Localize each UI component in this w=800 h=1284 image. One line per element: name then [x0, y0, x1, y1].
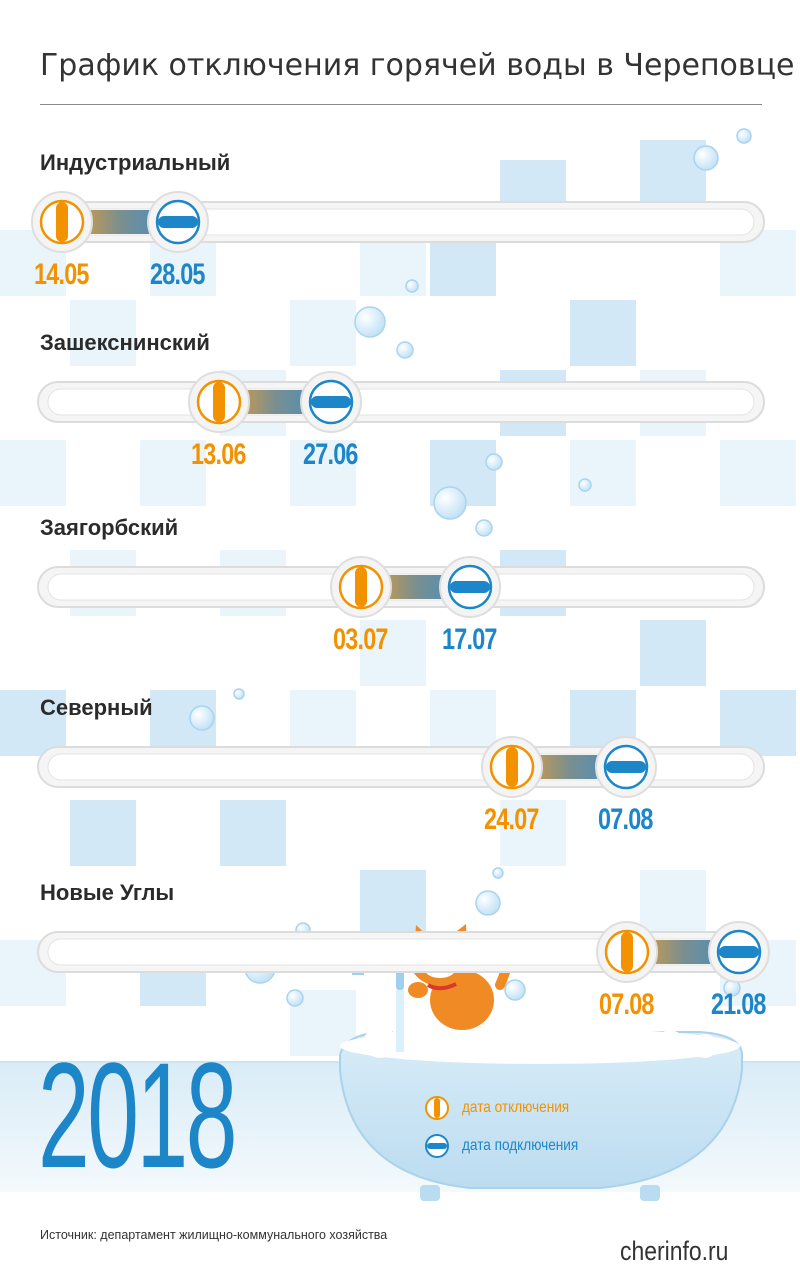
restore-date: 27.06: [303, 438, 358, 471]
valve-off-icon: [188, 371, 250, 433]
valve-on-icon: [147, 191, 209, 253]
valve-off-icon: [596, 921, 658, 983]
district-name: Северный: [40, 695, 153, 720]
district-name: Новые Углы: [40, 880, 175, 905]
bubble-icon: [433, 486, 467, 520]
year-label: 2018: [38, 1031, 237, 1199]
bubble-icon: [405, 279, 419, 293]
valve-off-icon: [330, 556, 392, 618]
bubble-icon: [504, 979, 526, 1001]
timeline-track: [37, 371, 765, 433]
shutoff-date: 13.06: [191, 438, 246, 471]
bubble-icon: [189, 705, 215, 731]
title-divider: [40, 104, 762, 105]
valve-off-icon: [31, 191, 93, 253]
valve-on-icon: [300, 371, 362, 433]
shutoff-date: 24.07: [484, 803, 539, 836]
valve-off-icon: [481, 736, 543, 798]
timeline-track: [31, 191, 765, 253]
district-name: Заягорбский: [40, 515, 179, 540]
legend-on-label: дата подключения: [462, 1137, 579, 1154]
restore-date: 28.05: [150, 258, 205, 291]
valve-on-icon: [708, 921, 770, 983]
bubble-icon: [492, 867, 504, 879]
valve-off-icon: [425, 1096, 449, 1120]
restore-date: 21.08: [711, 988, 766, 1021]
valve-on-icon: [595, 736, 657, 798]
bubble-icon: [693, 145, 719, 171]
page-title: График отключения горячей воды в Черепов…: [40, 48, 795, 83]
source-note: Источник: департамент жилищно-коммунальн…: [40, 1228, 388, 1242]
legend-off-item: [424, 1095, 450, 1125]
timeline-track: [37, 736, 765, 798]
site-credit: cherinfo.ru: [620, 1236, 729, 1266]
bubble-icon: [736, 128, 752, 144]
legend-off-label: дата отключения: [462, 1099, 570, 1116]
bubble-icon: [578, 478, 592, 492]
shutoff-date: 14.05: [34, 258, 89, 291]
district-name: Индустриальный: [40, 150, 231, 175]
bubble-icon: [354, 306, 386, 338]
restore-date: 07.08: [598, 803, 653, 836]
bubble-icon: [485, 453, 503, 471]
valve-on-icon: [439, 556, 501, 618]
timeline-track: [37, 921, 770, 983]
bubble-icon: [475, 519, 493, 537]
timeline-track: [37, 556, 765, 618]
bubble-icon: [475, 890, 501, 916]
valve-on-icon: [425, 1134, 449, 1158]
shutoff-date: 03.07: [333, 623, 388, 656]
bubble-icon: [286, 989, 304, 1007]
restore-date: 17.07: [442, 623, 497, 656]
legend-on-item: [424, 1133, 450, 1163]
shutoff-date: 07.08: [599, 988, 654, 1021]
bubble-icon: [233, 688, 245, 700]
bubble-icon: [396, 341, 414, 359]
district-name: Зашекснинский: [40, 330, 210, 355]
